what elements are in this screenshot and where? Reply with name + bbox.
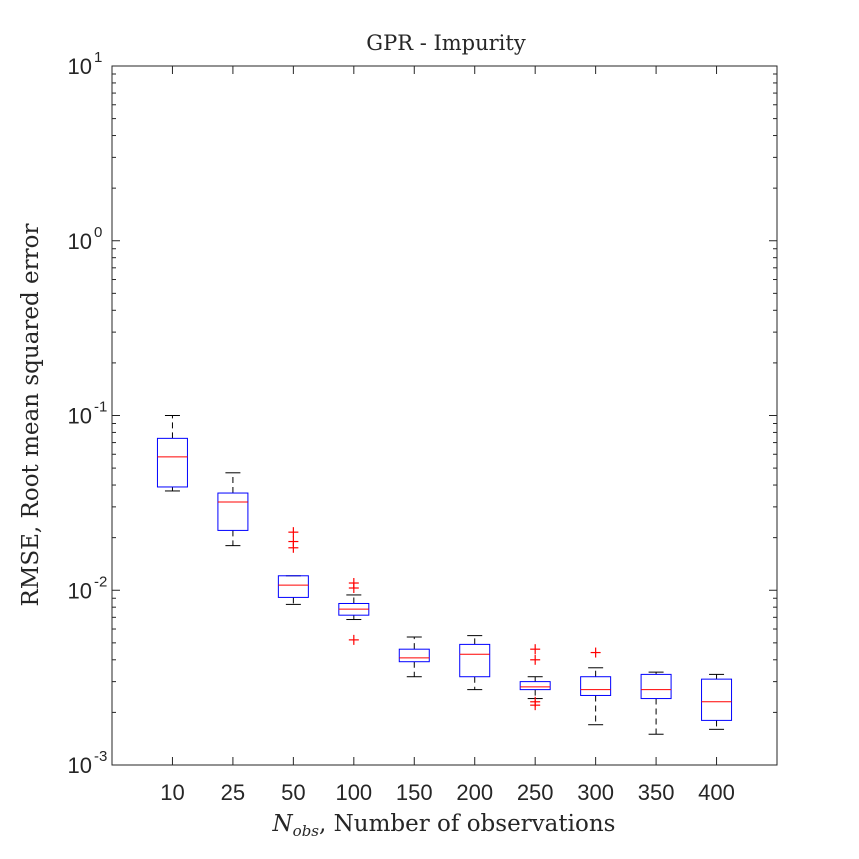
- iqr-box: [277, 575, 309, 598]
- boxes-group: [156, 415, 733, 735]
- y-tick-label: 10: [68, 404, 92, 429]
- box-300: [580, 647, 612, 726]
- box-50: [277, 527, 309, 605]
- y-tick-label: 10: [68, 229, 92, 254]
- box-400: [701, 673, 733, 730]
- y-tick-label: 10: [68, 54, 92, 79]
- x-axis-label-subscript: obs: [293, 822, 320, 840]
- chart-title: GPR - Impurity: [366, 31, 526, 55]
- plot-area: [111, 65, 778, 766]
- x-tick-label: 25: [221, 780, 245, 805]
- iqr-box: [217, 492, 249, 531]
- y-tick-label-exponent: -2: [94, 573, 107, 590]
- x-tick-label: 50: [281, 780, 305, 805]
- x-tick-label: 300: [577, 780, 614, 805]
- iqr-box: [519, 681, 551, 691]
- box-10: [156, 415, 188, 492]
- x-axis-ticks: 10 25 50 100 150 200 250 300 350 400: [160, 66, 735, 805]
- iqr-box: [156, 437, 188, 488]
- x-tick-label: 200: [456, 780, 493, 805]
- iqr-box: [701, 678, 733, 721]
- box-350: [640, 671, 672, 735]
- y-tick-label-exponent: 1: [94, 49, 102, 66]
- y-tick-label-exponent: -1: [94, 399, 107, 416]
- iqr-box: [580, 676, 612, 696]
- y-tick-label-base: 10: [68, 229, 92, 254]
- box-200: [459, 635, 491, 691]
- y-tick-label-base: 10: [68, 404, 92, 429]
- minor-ticks: [112, 73, 777, 713]
- box-250: [519, 644, 551, 711]
- iqr-box: [640, 673, 672, 700]
- x-axis-label: Nobs, Number of observations: [272, 811, 616, 840]
- box-100: [338, 578, 370, 645]
- y-tick-label-base: 10: [68, 753, 92, 778]
- iqr-box: [459, 643, 491, 678]
- y-tick-label-exponent: -3: [94, 748, 107, 765]
- x-tick-label: 150: [396, 780, 433, 805]
- x-axis-label-prefix: N: [272, 811, 294, 837]
- iqr-box: [398, 648, 430, 663]
- x-tick-label: 350: [638, 780, 675, 805]
- x-axis-label-rest: , Number of observations: [319, 811, 615, 837]
- box-150: [398, 636, 430, 678]
- y-tick-label: 10: [68, 578, 92, 603]
- x-tick-label: 100: [335, 780, 372, 805]
- x-tick-label: 10: [160, 780, 184, 805]
- x-tick-label: 250: [517, 780, 554, 805]
- y-tick-label-base: 10: [68, 578, 92, 603]
- y-tick-label-exponent: 0: [94, 224, 102, 241]
- x-tick-label: 400: [698, 780, 735, 805]
- box-25: [217, 472, 249, 547]
- y-axis-label: RMSE, Root mean squared error: [18, 224, 44, 607]
- y-tick-label: 10: [68, 753, 92, 778]
- y-tick-label-base: 10: [68, 54, 92, 79]
